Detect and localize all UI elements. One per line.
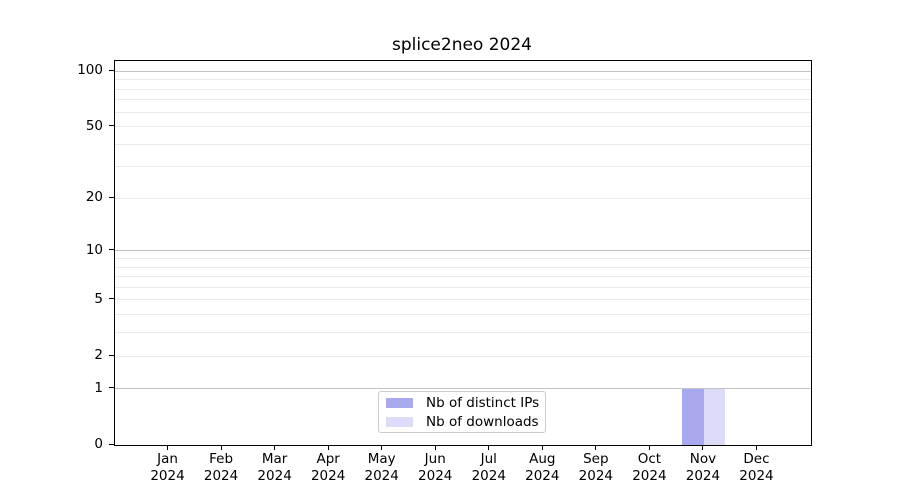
x-tick-mark [595,445,597,450]
gridline-minor [115,99,811,101]
y-tick-label: 20 [85,189,103,206]
y-tick-mark [109,249,114,251]
gridline-minor [115,266,811,268]
y-tick-mark [109,69,114,71]
gridline-minor [115,79,811,81]
x-tick-mark [488,445,490,450]
x-tick-label: May 2024 [364,451,399,484]
gridline-minor [115,332,811,334]
y-tick-label: 10 [85,241,103,258]
bar-distinct-ips [682,388,704,445]
y-tick-mark [109,196,114,198]
y-tick-label: 5 [94,290,103,307]
x-tick-label: Aug 2024 [525,451,560,484]
legend-label-downloads: Nb of downloads [426,413,539,430]
y-tick-label: 1 [94,379,103,396]
chart-title: splice2neo 2024 [391,35,533,55]
plot-area [114,60,812,446]
gridline-minor [115,88,811,90]
gridline-minor [115,355,811,357]
x-tick-mark [274,445,276,450]
gridline-minor [115,166,811,168]
x-tick-label: Jul 2024 [471,451,506,484]
y-tick-label: 0 [94,436,103,452]
gridline-minor [115,126,811,127]
y-tick-mark [109,354,114,356]
legend-item-distinct-ips: Nb of distinct IPs [386,394,540,411]
x-tick-label: Jun 2024 [418,451,453,484]
x-tick-mark [381,445,383,450]
x-tick-mark [702,445,704,450]
y-tick-mark [109,387,114,389]
x-tick-mark [755,445,757,450]
gridline-minor [115,314,811,316]
x-tick-mark [434,445,436,450]
legend-swatch-downloads [386,416,413,427]
gridline-minor [115,111,811,113]
gridline-major [115,388,811,390]
x-tick-mark [220,445,222,450]
gridline-minor [115,299,811,301]
x-tick-label: Oct 2024 [632,451,667,484]
x-tick-label: Feb 2024 [203,451,239,484]
gridline-minor [115,286,811,288]
x-tick-label: Dec 2024 [739,451,774,484]
gridline-minor [115,276,811,278]
x-tick-mark [327,445,329,450]
y-tick-mark [109,125,114,126]
legend-item-downloads: Nb of downloads [386,413,539,430]
legend-swatch-distinct-ips [386,397,413,408]
x-tick-mark [648,445,650,450]
x-tick-mark [167,445,169,450]
gridline-minor [115,143,811,145]
y-tick-label: 100 [77,62,103,79]
y-tick-label: 2 [94,347,103,363]
gridline-major [115,250,811,252]
x-tick-label: Sep 2024 [578,451,614,484]
x-tick-mark [541,445,543,450]
x-tick-label: Jan 2024 [150,451,185,484]
gridline-minor [115,197,811,199]
gridline-major [115,70,811,72]
x-tick-label: Nov 2024 [685,451,721,484]
legend: Nb of distinct IPs Nb of downloads [378,391,546,433]
legend-label-distinct-ips: Nb of distinct IPs [426,394,540,411]
bar-downloads [703,388,726,445]
y-tick-mark [109,443,114,445]
x-tick-label: Apr 2024 [310,451,346,484]
x-tick-label: Mar 2024 [257,451,292,484]
y-tick-mark [109,298,114,300]
y-tick-label: 50 [85,117,103,134]
gridline-minor [115,257,811,259]
